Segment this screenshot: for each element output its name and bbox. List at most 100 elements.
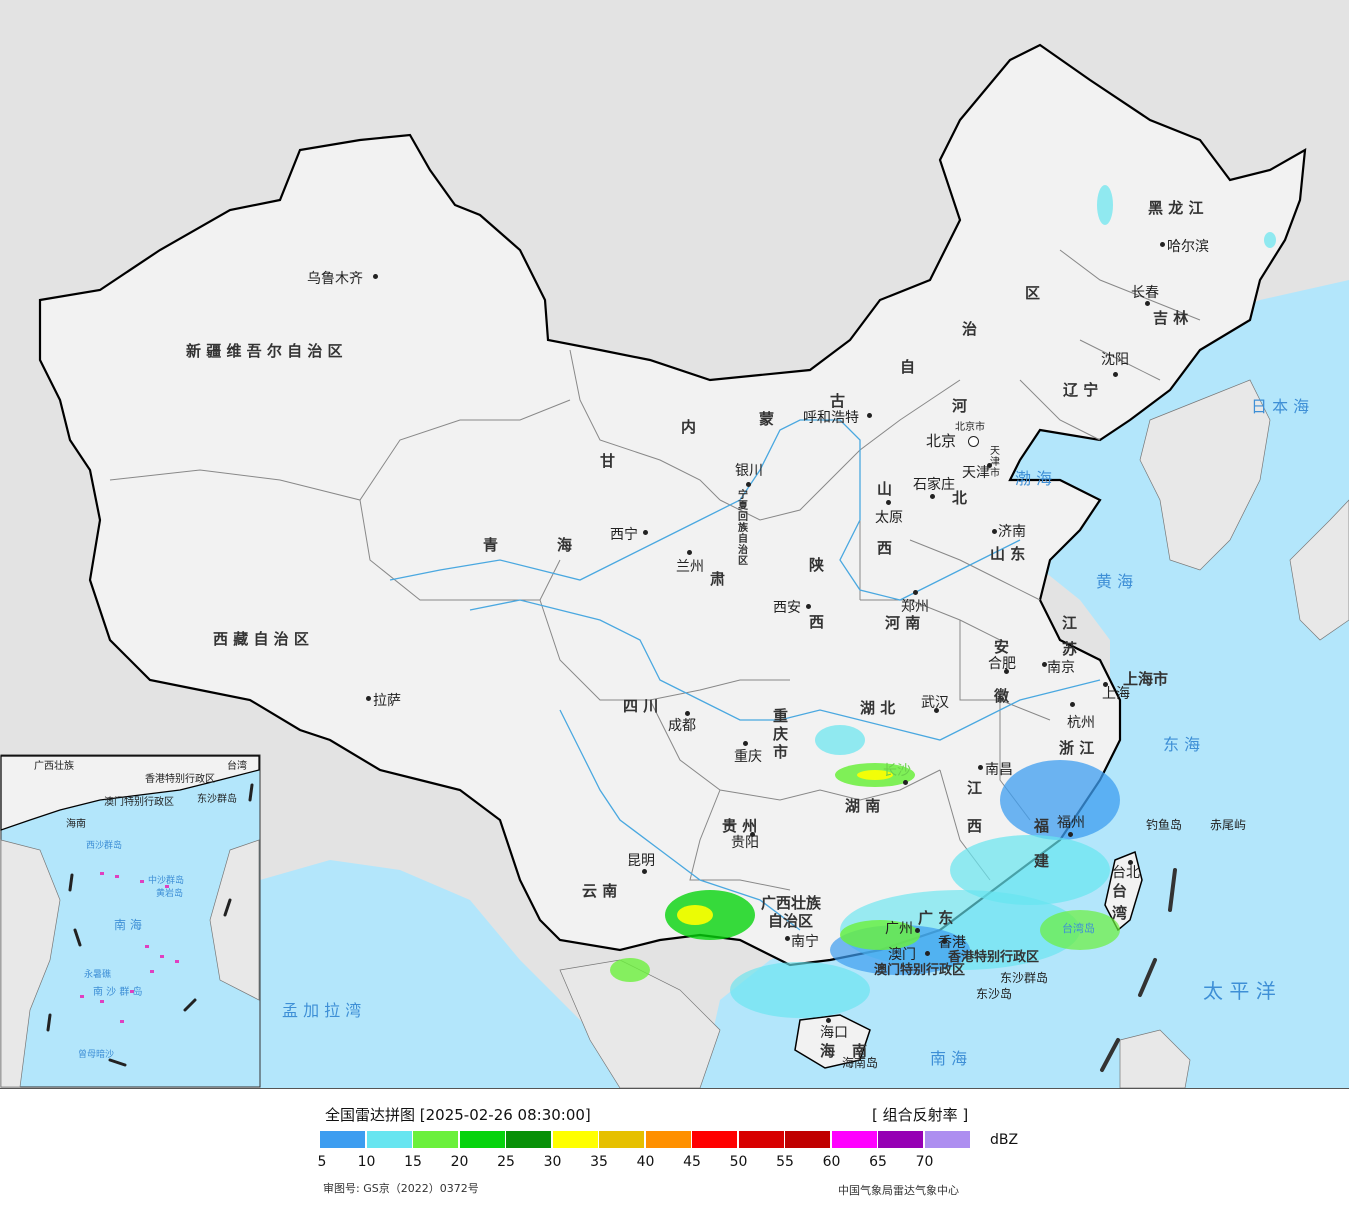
province-label-shaan: 陕	[809, 556, 825, 574]
map-canvas	[0, 43, 1349, 1088]
city-taiyuan: 太原	[875, 510, 903, 526]
province-label-fu: 福	[1034, 817, 1050, 835]
city-dot	[1070, 702, 1075, 707]
province-label-nei: 内	[681, 418, 697, 436]
inset-label-xisha: 西沙群岛	[86, 841, 123, 851]
scale-tick-label: 30	[543, 1154, 562, 1170]
city-beijing-shi: 北京市	[955, 422, 985, 433]
city-nanjing: 南京	[1047, 660, 1075, 676]
sea-label-south: 南 海	[930, 1049, 968, 1068]
city-dot	[867, 413, 872, 418]
city-dot	[743, 741, 748, 746]
city-chongqing: 重庆	[734, 749, 762, 765]
island-label-taiwan: 台湾岛	[1062, 922, 1095, 935]
scale-swatch	[738, 1131, 784, 1148]
inset-label-taiwan: 台湾	[227, 761, 247, 772]
scale-tick-label: 65	[869, 1154, 887, 1170]
sea-label-pacific: 太 平 洋	[1203, 979, 1276, 1003]
province-label-guizhou: 贵 州	[722, 817, 758, 835]
scale-tick-label: 45	[683, 1154, 701, 1170]
sea-label-bohai: 渤 海	[1015, 469, 1053, 488]
province-label-hubei: 湖 北	[860, 699, 896, 717]
city-dot	[925, 951, 930, 956]
province-label-wan: 湾	[1112, 904, 1128, 922]
city-dot	[1113, 372, 1118, 377]
city-changchun: 长春	[1131, 285, 1159, 301]
city-dot	[806, 604, 811, 609]
province-label-he: 河	[952, 397, 968, 415]
province-label-jiangxi-xi: 西	[967, 817, 983, 835]
city-dot	[1042, 662, 1047, 667]
city-urumqi: 乌鲁木齐	[307, 271, 363, 287]
taiwan-land	[1104, 850, 1143, 932]
province-label-jian: 建	[1034, 852, 1050, 870]
province-label-bei: 北	[952, 489, 968, 507]
city-shenyang: 沈阳	[1101, 352, 1129, 368]
province-label-tai: 台	[1112, 882, 1128, 900]
city-shanghai: 上海	[1102, 686, 1130, 702]
sea-label-yellow: 黄 海	[1096, 572, 1134, 591]
city-dot	[750, 832, 755, 837]
city-dot	[987, 463, 992, 468]
province-label-zhi: 治	[962, 320, 978, 338]
city-dot	[934, 708, 939, 713]
city-dot	[826, 1018, 831, 1023]
city-dot	[930, 494, 935, 499]
province-label-chongqing: 重 庆 市	[773, 707, 789, 761]
scale-swatch	[599, 1131, 644, 1148]
map-approval-number: 审图号: GS京（2022）0372号	[323, 1182, 479, 1195]
city-dot	[942, 939, 947, 944]
province-label-sichuan: 四 川	[623, 697, 659, 715]
city-shijiazhuang: 石家庄	[913, 477, 955, 493]
scale-swatch	[831, 1131, 877, 1148]
scale-tick-label: 55	[776, 1154, 794, 1170]
city-fuzhou: 福州	[1057, 815, 1085, 831]
city-dot	[978, 765, 983, 770]
province-label-jilin: 吉 林	[1153, 309, 1189, 327]
city-dot	[685, 711, 690, 716]
province-label-qu: 区	[1025, 284, 1041, 302]
city-taipei: 台北	[1112, 865, 1140, 881]
province-label-shanghai: 上海市	[1123, 670, 1169, 688]
inset-philippines	[209, 839, 260, 1001]
scale-swatch	[320, 1131, 365, 1148]
city-dot	[642, 869, 647, 874]
scale-swatch	[645, 1131, 691, 1148]
inset-reefs	[80, 872, 179, 1023]
city-beijing: 北京	[926, 432, 957, 450]
city-xian: 西安	[773, 600, 801, 616]
city-yinchuan: 银川	[735, 463, 763, 479]
japan-land	[1289, 499, 1349, 641]
inset-label-dongsha: 东沙群岛	[197, 794, 237, 805]
city-dot	[992, 529, 997, 534]
inset-label-zhongsha: 中沙群岛	[148, 876, 185, 886]
province-label-gan: 甘	[600, 452, 616, 470]
province-label-liaoning: 辽 宁	[1063, 381, 1099, 399]
province-borders	[109, 249, 1201, 891]
scale-swatch	[506, 1131, 551, 1148]
province-label-zi: 自	[900, 358, 916, 376]
city-dot	[643, 530, 648, 535]
province-label-guangxi: 广西壮族	[761, 894, 822, 912]
province-label-xizang: 西 藏 自 治 区	[213, 630, 309, 648]
inset-label-hongkong: 香港特别行政区	[145, 774, 215, 785]
maritime-dashes	[1100, 868, 1177, 1072]
city-guiyang: 贵阳	[731, 835, 759, 851]
city-tianjin-shi: 天津市	[990, 446, 1000, 479]
inset-land	[0, 755, 260, 831]
scale-tick-label: 40	[636, 1154, 655, 1170]
inset-label-macau: 澳门特别行政区	[104, 797, 174, 808]
sea-label-bengal: 孟 加 拉 湾	[282, 1001, 362, 1020]
scale-swatch	[785, 1131, 830, 1148]
island-label-diaoyu: 钓鱼岛	[1146, 818, 1183, 832]
city-wuhan: 武汉	[921, 695, 949, 711]
inset-label-nanhai: 南 海	[114, 918, 142, 932]
scale-tick-label: 25	[497, 1154, 515, 1170]
province-label-hui: 徽	[994, 687, 1010, 705]
city-dot	[1004, 669, 1009, 674]
city-xining: 西宁	[610, 527, 638, 543]
city-dot	[687, 550, 692, 555]
city-dot	[746, 482, 751, 487]
province-label-hainan-nan: 南	[852, 1042, 868, 1060]
